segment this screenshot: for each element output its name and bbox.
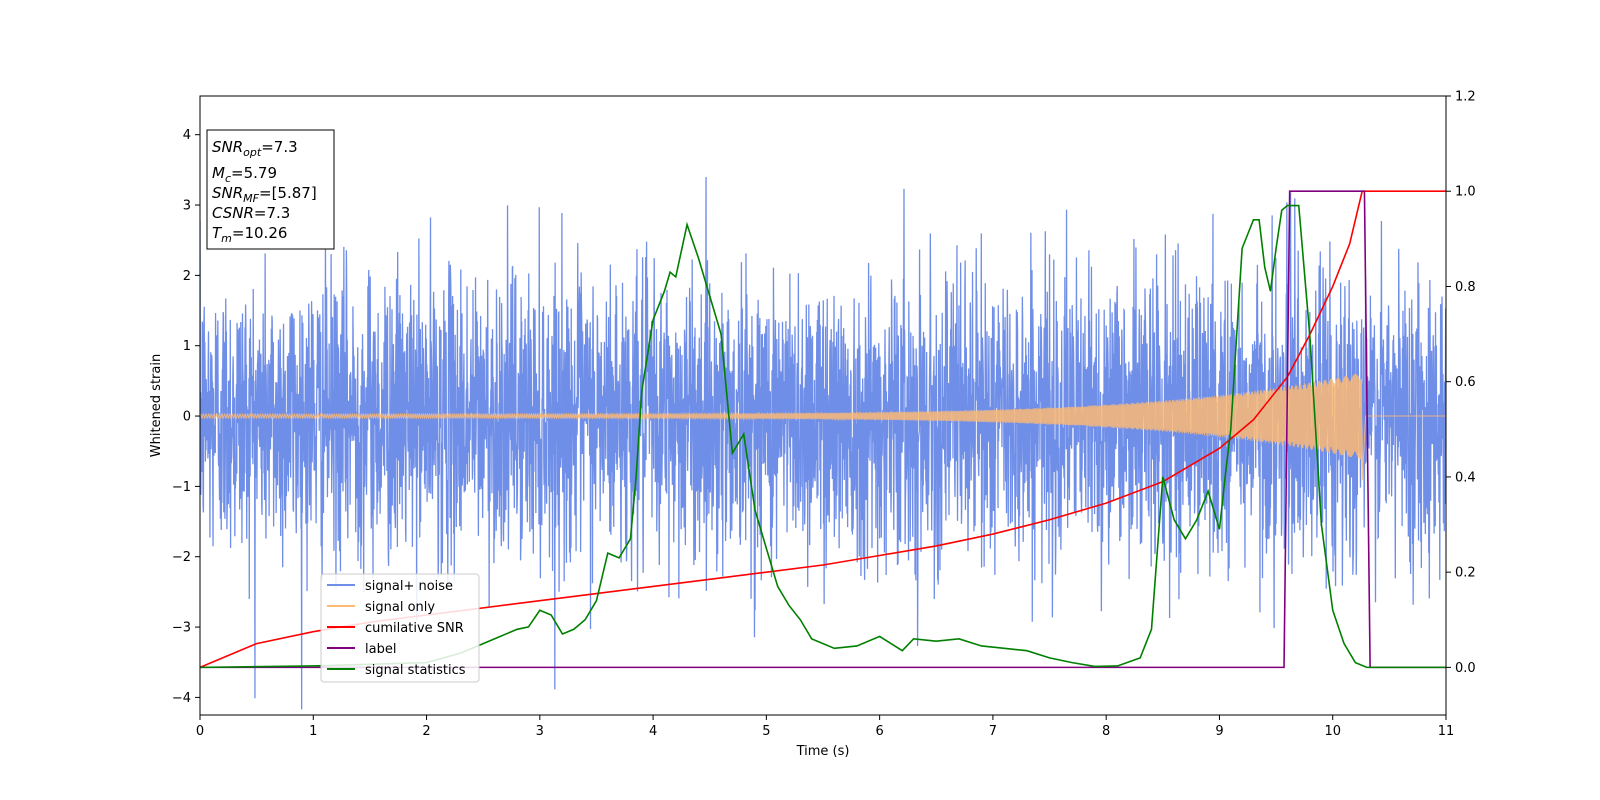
x-tick-label: 6 [875, 724, 883, 739]
y-tick-label: 1 [183, 339, 191, 354]
x-tick-label: 3 [536, 724, 544, 739]
legend-label-cumulative-snr: cumilative SNR [365, 621, 464, 636]
plot-frame [199, 95, 1447, 716]
y-axis-left: −4 −3 −2 −1 0 1 2 3 4 [172, 128, 200, 706]
x-tick-label: 5 [762, 724, 770, 739]
x-axis-label: Time (s) [796, 744, 850, 759]
series-signal-statistics [200, 204, 1446, 669]
x-tick-label: 1 [309, 724, 317, 739]
y-axis-label: Whitened strain [149, 354, 164, 457]
y2-tick-label: 0.6 [1455, 375, 1476, 390]
stats-box: SNRopt=7.3 Mc=5.79 SNRMF=[5.87] CSNR=7.3… [206, 129, 335, 250]
stat-tm: Tm=10.26 [212, 224, 287, 245]
stat-snr-mf: SNRMF=[5.87] [212, 184, 317, 205]
series-signal-only [200, 373, 1446, 481]
y-tick-label: −3 [172, 621, 191, 636]
y-axis-right: 0.0 0.2 0.4 0.6 0.8 1.0 1.2 [1446, 90, 1476, 676]
y-tick-label: −2 [172, 550, 191, 565]
y2-tick-label: 1.0 [1455, 185, 1476, 200]
stat-snr-opt: SNRopt=7.3 [212, 138, 298, 159]
y2-tick-label: 1.2 [1455, 90, 1476, 105]
y-tick-label: 2 [183, 269, 191, 284]
legend-frame [320, 573, 480, 683]
y-tick-label: 0 [183, 410, 191, 425]
x-tick-label: 7 [989, 724, 997, 739]
x-axis: 0 1 2 3 4 5 6 7 8 9 10 11 [196, 715, 1454, 739]
stat-mc: Mc=5.79 [212, 164, 277, 185]
x-tick-label: 2 [422, 724, 430, 739]
y-tick-label: 4 [183, 128, 191, 143]
legend: signal+ noise signal only cumilative SNR… [320, 573, 480, 683]
x-tick-label: 8 [1102, 724, 1110, 739]
y-tick-label: −4 [172, 691, 191, 706]
y2-tick-label: 0.0 [1455, 661, 1476, 676]
legend-label-signal-statistics: signal statistics [365, 663, 466, 678]
x-tick-label: 4 [649, 724, 657, 739]
legend-label-label: label [365, 642, 396, 657]
x-tick-label: 9 [1215, 724, 1223, 739]
stat-csnr: CSNR=7.3 [212, 204, 290, 222]
legend-label-signal-only: signal only [365, 600, 435, 615]
stats-box-frame [206, 129, 335, 250]
legend-label-signal-noise: signal+ noise [365, 579, 453, 594]
y2-tick-label: 0.8 [1455, 280, 1476, 295]
y2-tick-label: 0.4 [1455, 470, 1476, 485]
y-tick-label: −1 [172, 480, 191, 495]
x-tick-label: 11 [1438, 724, 1455, 739]
x-tick-label: 0 [196, 724, 204, 739]
x-tick-label: 10 [1324, 724, 1341, 739]
y2-tick-label: 0.2 [1455, 566, 1476, 581]
y-tick-label: 3 [183, 199, 191, 214]
